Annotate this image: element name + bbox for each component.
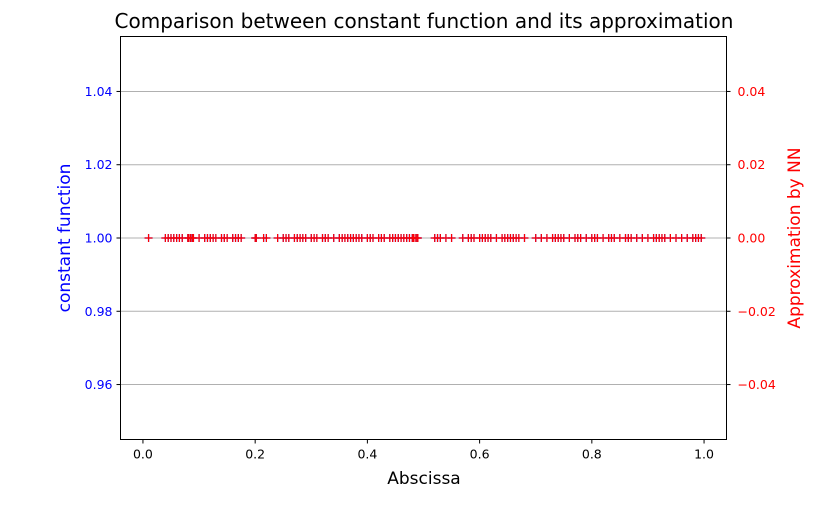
data-point-marker — [413, 234, 422, 242]
x-axis-label: Abscissa — [387, 469, 460, 489]
chart-title: Comparison between constant function and… — [115, 9, 734, 33]
y-axis-right: −0.04 −0.02 0.00 0.02 0.04 — [726, 84, 776, 392]
data-point-marker — [520, 234, 529, 242]
y-right-tick-label: 0.00 — [738, 231, 766, 246]
y-right-tick-label: 0.02 — [738, 157, 766, 172]
x-axis: 0.0 0.2 0.4 0.6 0.8 1.0 — [133, 439, 714, 462]
y-left-tick-label: 0.96 — [85, 377, 113, 392]
x-tick-label: 0.0 — [133, 447, 153, 462]
x-tick-label: 0.4 — [357, 447, 377, 462]
y-axis-right-label: Approximation by NN — [785, 147, 805, 328]
y-right-tick-label: −0.04 — [738, 377, 776, 392]
data-point-marker — [144, 234, 153, 242]
data-point-marker — [697, 234, 706, 242]
y-left-tick-label: 1.00 — [85, 231, 113, 246]
x-tick-label: 0.2 — [245, 447, 265, 462]
y-left-tick-label: 0.98 — [85, 304, 113, 319]
data-point-marker — [447, 234, 456, 242]
series-layer — [144, 234, 706, 242]
x-tick-label: 0.8 — [582, 447, 602, 462]
data-point-marker — [252, 234, 261, 242]
y-left-tick-label: 1.04 — [85, 84, 113, 99]
y-axis-left: 0.96 0.98 1.00 1.02 1.04 — [85, 84, 121, 392]
y-right-tick-label: 0.04 — [738, 84, 766, 99]
y-axis-left-label: constant function — [55, 164, 75, 313]
x-tick-label: 1.0 — [694, 447, 714, 462]
data-point-marker — [262, 234, 271, 242]
series-approximation — [144, 234, 706, 242]
y-right-tick-label: −0.02 — [738, 304, 776, 319]
y-left-tick-label: 1.02 — [85, 157, 113, 172]
data-point-marker — [237, 234, 246, 242]
x-tick-label: 0.6 — [470, 447, 490, 462]
